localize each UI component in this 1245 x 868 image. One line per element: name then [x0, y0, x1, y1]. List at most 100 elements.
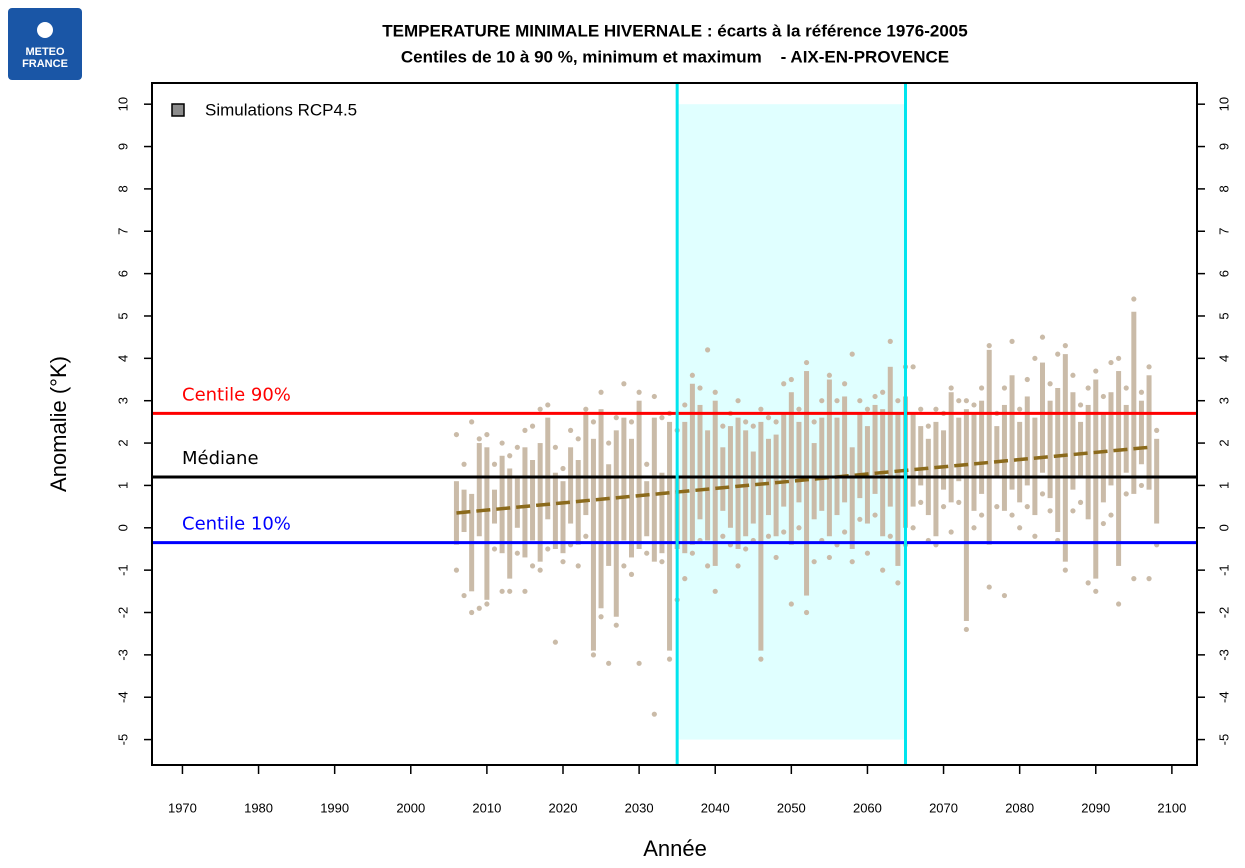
x-tick-label: 2100 — [1157, 800, 1186, 815]
centile-bar — [507, 468, 513, 579]
y-tick-label: 2 — [115, 439, 130, 446]
x-tick-label: 2050 — [777, 800, 806, 815]
y-tick-label: -3 — [115, 649, 130, 661]
max-point — [628, 419, 635, 425]
min-point — [537, 567, 543, 573]
max-point — [659, 415, 665, 421]
y2-tick-label: 10 — [1216, 97, 1231, 111]
min-point — [636, 660, 642, 666]
max-point — [758, 406, 764, 412]
y-tick-label: 5 — [115, 312, 130, 319]
max-point — [583, 406, 589, 412]
max-point — [956, 398, 962, 404]
max-point — [925, 423, 931, 429]
max-point — [1024, 376, 1030, 383]
logo-text: METEO — [25, 46, 65, 58]
y-tick-label: 3 — [115, 397, 130, 404]
centile-bar — [971, 413, 977, 511]
centile-bar — [895, 413, 901, 566]
max-point — [1123, 385, 1129, 391]
max-point — [933, 406, 939, 412]
min-point — [918, 499, 924, 505]
max-point — [872, 393, 878, 400]
y-tick-label: 0 — [115, 524, 130, 531]
max-point — [606, 440, 612, 446]
y-tick-label: 6 — [115, 270, 130, 277]
y2-tick-label: -3 — [1216, 649, 1231, 661]
x-tick-label: 1980 — [244, 800, 273, 815]
min-point — [872, 512, 878, 518]
centile-bar — [1032, 417, 1038, 516]
y2-tick-label: -1 — [1216, 564, 1231, 576]
min-point — [1093, 588, 1099, 594]
max-point — [1085, 385, 1091, 391]
max-point — [826, 372, 832, 378]
max-point — [849, 351, 855, 357]
max-point — [1032, 355, 1038, 361]
min-point — [1032, 533, 1038, 539]
centile-bar — [1024, 396, 1030, 486]
legend-swatch — [171, 103, 185, 117]
min-point — [651, 711, 657, 717]
min-point — [453, 567, 460, 573]
min-point — [1138, 482, 1145, 489]
max-point — [887, 338, 893, 344]
centile-bar — [491, 489, 497, 524]
min-point — [514, 550, 520, 556]
y2-tick-label: 0 — [1216, 524, 1231, 531]
max-point — [537, 406, 543, 412]
x-tick-label: 2080 — [1005, 800, 1034, 815]
min-point — [1085, 580, 1091, 586]
legend-label: Simulations RCP4.5 — [205, 100, 357, 119]
centile-bar — [499, 455, 505, 554]
centile-bar — [659, 472, 665, 554]
max-point — [1001, 385, 1008, 391]
centile-bar — [1078, 421, 1084, 477]
centile-bar — [773, 434, 779, 537]
centile-bar — [872, 404, 878, 494]
max-point — [1055, 351, 1061, 357]
max-point — [1116, 355, 1122, 361]
min-point — [1131, 576, 1137, 582]
min-point — [644, 550, 650, 556]
centile-bar — [682, 421, 688, 554]
max-point — [545, 402, 551, 408]
centile-bar — [606, 464, 612, 566]
x-tick-label: 1970 — [168, 800, 197, 815]
y-axis-label: Anomalie (°K) — [46, 356, 71, 492]
centile-bar — [689, 383, 695, 545]
max-point — [864, 406, 871, 412]
min-point — [560, 559, 566, 565]
centile-bar — [651, 417, 657, 562]
min-point — [613, 622, 619, 628]
x-axis-label: Année — [643, 836, 707, 861]
min-point — [910, 525, 916, 531]
min-point — [1009, 512, 1015, 518]
centile-bar — [750, 451, 756, 524]
y-tick-label: -2 — [115, 607, 130, 619]
min-point — [765, 533, 772, 539]
centile-bar — [887, 366, 893, 507]
max-point — [507, 453, 513, 459]
min-point — [979, 512, 985, 518]
max-point — [788, 376, 794, 383]
min-point — [461, 592, 467, 599]
y-tick-label: 4 — [115, 355, 130, 362]
max-point — [918, 406, 924, 412]
y-tick-label: 1 — [115, 482, 130, 489]
centile-bar — [819, 417, 825, 511]
reference-label: Médiane — [182, 448, 259, 469]
centile-bar — [583, 413, 589, 516]
max-point — [453, 431, 460, 438]
min-point — [803, 609, 810, 616]
y2-tick-label: 6 — [1216, 270, 1231, 277]
max-point — [1131, 296, 1137, 302]
max-point — [560, 465, 566, 472]
min-point — [545, 546, 551, 552]
min-point — [705, 563, 711, 569]
min-point — [864, 550, 871, 556]
centile-bar — [994, 426, 1000, 477]
max-point — [819, 398, 825, 404]
